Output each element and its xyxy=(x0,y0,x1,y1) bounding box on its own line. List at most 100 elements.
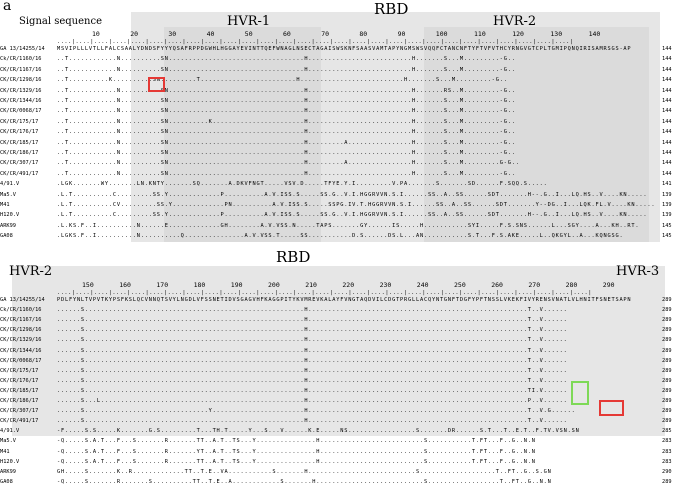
top-row-count: 145 xyxy=(662,222,672,229)
bottom-green-highlight-box xyxy=(571,381,589,405)
bottom-row-count: 290 xyxy=(662,468,672,475)
top-tick-140: 140 xyxy=(588,30,601,38)
bottom-tick-150: 150 xyxy=(82,281,94,289)
top-row-name: GA 13/14255/14 xyxy=(0,46,45,52)
bottom-row-sequence: -Q.....S.......R.......S..........TT..T.… xyxy=(57,478,552,485)
bottom-tick-190: 190 xyxy=(230,281,243,289)
bottom-row-count: 289 xyxy=(662,387,672,394)
top-row-name: CK/CR/1344/16 xyxy=(0,98,42,104)
top-hvr1-label: HVR-1 xyxy=(227,14,271,29)
bottom-tick-260: 260 xyxy=(491,281,503,289)
bottom-tick-220: 220 xyxy=(342,281,355,289)
top-row-count: 139 xyxy=(662,202,672,208)
top-tick-90: 90 xyxy=(397,30,406,38)
top-tick-100: 100 xyxy=(435,30,448,38)
top-row-count: 144 xyxy=(662,46,672,52)
top-row-sequence: ..T............N..........SN............… xyxy=(57,56,516,63)
bottom-row-name: CK/CR/1344/16 xyxy=(0,347,42,354)
top-tick-40: 40 xyxy=(206,30,215,38)
top-row-count: 144 xyxy=(662,87,672,94)
bottom-row-count: 289 xyxy=(662,408,672,415)
bottom-row-count: 285 xyxy=(662,428,672,435)
bottom-row-count: 289 xyxy=(662,347,672,354)
bottom-row-count: 283 xyxy=(662,438,672,445)
top-row-count: 145 xyxy=(662,233,672,240)
bottom-hvr3-shade xyxy=(609,266,665,436)
top-row-name: Ck/CR/1160/16 xyxy=(0,56,42,63)
top-row-count: 144 xyxy=(662,77,672,84)
bottom-tick-210: 210 xyxy=(305,281,317,289)
bottom-row-sequence: ......S.................................… xyxy=(57,377,568,384)
bottom-row-name: CK/CR/491/17 xyxy=(0,418,39,425)
top-row-name: 4/91.V xyxy=(0,181,20,188)
top-row-count: 144 xyxy=(662,66,672,73)
top-ruler: ....|....|....|....|....|....|....|....|… xyxy=(57,39,574,45)
bottom-row-sequence: -Q.....S.A.T...F...S.......R.......TT..A… xyxy=(57,458,536,465)
top-row-sequence: ..T............N..........SN............… xyxy=(57,160,520,167)
top-row-name: M41 xyxy=(0,202,10,208)
top-row-name: CK/CR/0068/17 xyxy=(0,108,42,115)
bottom-row-count: 289 xyxy=(662,377,672,384)
bottom-row-name: M41 xyxy=(0,448,10,455)
bottom-row-count: 289 xyxy=(662,297,672,303)
top-row-count: 139 xyxy=(662,212,672,219)
bottom-row-count: 283 xyxy=(662,448,672,455)
top-row-count: 144 xyxy=(662,139,672,146)
top-row-count: 141 xyxy=(662,181,672,188)
bottom-row-count: 289 xyxy=(662,367,672,374)
top-row-count: 144 xyxy=(662,170,672,177)
bottom-tick-280: 280 xyxy=(565,281,578,289)
top-row-sequence: ..T............N..........SN............… xyxy=(57,150,516,156)
top-row-count: 144 xyxy=(662,150,672,156)
top-tick-30: 30 xyxy=(168,30,177,38)
bottom-row-name: 4/91.V xyxy=(0,428,20,435)
top-row-sequence: ..T............N..........SN............… xyxy=(57,139,516,146)
bottom-row-name: GA08 xyxy=(0,478,13,485)
top-rbd-label: RBD xyxy=(374,0,409,18)
top-row-name: CK/CR/175/17 xyxy=(0,118,39,125)
top-row-sequence: ..T............N..........SN............… xyxy=(57,129,516,136)
top-row-sequence: ..T............N..........SN..........K.… xyxy=(57,118,516,125)
bottom-tick-180: 180 xyxy=(193,281,206,289)
top-row-name: CK/CR/186/17 xyxy=(0,150,39,156)
bottom-row-count: 289 xyxy=(662,337,672,344)
bottom-tick-230: 230 xyxy=(379,281,392,289)
top-row-sequence: ..T............N..........SN............… xyxy=(57,98,516,104)
top-row-sequence: MSVIPLLLVTLLFALCSAALYDNDSFYYYQSAFRPPDGWH… xyxy=(57,46,632,52)
top-tick-70: 70 xyxy=(321,30,330,38)
top-row-name: H120.V xyxy=(0,212,20,219)
bottom-rbd-label: RBD xyxy=(276,248,311,266)
top-row-count: 144 xyxy=(662,129,672,136)
bottom-row-count: 289 xyxy=(662,357,672,364)
bottom-row-count: 283 xyxy=(662,458,672,465)
top-row-sequence: .L.T..........C.........SS.Y............… xyxy=(57,212,648,219)
top-row-sequence: ..T............N..........SN............… xyxy=(57,170,516,177)
bottom-row-name: GA 13/14255/14 xyxy=(0,297,45,303)
bottom-ruler: ....|....|....|....|....|....|....|....|… xyxy=(57,290,592,296)
top-row-sequence: .LGKS.F..I..........N..........Q........… xyxy=(57,233,624,240)
bottom-tick-160: 160 xyxy=(119,281,131,289)
bottom-row-sequence: ......S.................................… xyxy=(57,418,568,425)
top-row-count: 144 xyxy=(662,118,672,125)
top-tick-130: 130 xyxy=(550,30,563,38)
bottom-row-sequence: ......S.................................… xyxy=(57,387,568,394)
bottom-tick-270: 270 xyxy=(528,281,541,289)
bottom-row-name: CK/CR/176/17 xyxy=(0,377,39,384)
top-row-sequence: .L.KS.F..I..........N......E............… xyxy=(57,222,640,229)
bottom-hvr2-label: HVR-2 xyxy=(9,264,53,279)
top-red-highlight-box xyxy=(148,77,165,92)
top-row-count: 144 xyxy=(662,56,672,63)
top-tick-80: 80 xyxy=(359,30,368,38)
top-row-sequence: ..T............N..........SN............… xyxy=(57,66,516,73)
top-row-name: CK/CR/307/17 xyxy=(0,160,39,167)
bottom-hvr3-label: HVR-3 xyxy=(616,264,660,279)
bottom-row-sequence: -Q.....S.A.T...F...S.......R.......YT..A… xyxy=(57,448,536,455)
top-row-name: CK/CR/185/17 xyxy=(0,139,39,146)
bottom-row-name: CK/CR/185/17 xyxy=(0,387,39,394)
bottom-row-name: Ma5.V xyxy=(0,438,16,445)
top-row-name: CK/CR/1298/16 xyxy=(0,77,42,84)
panel-label: a xyxy=(3,0,12,14)
bottom-row-name: CK/CR/1167/16 xyxy=(0,317,42,324)
bottom-row-sequence: ......S.................................… xyxy=(57,347,568,354)
top-row-name: CK/CR/1167/16 xyxy=(0,66,42,73)
